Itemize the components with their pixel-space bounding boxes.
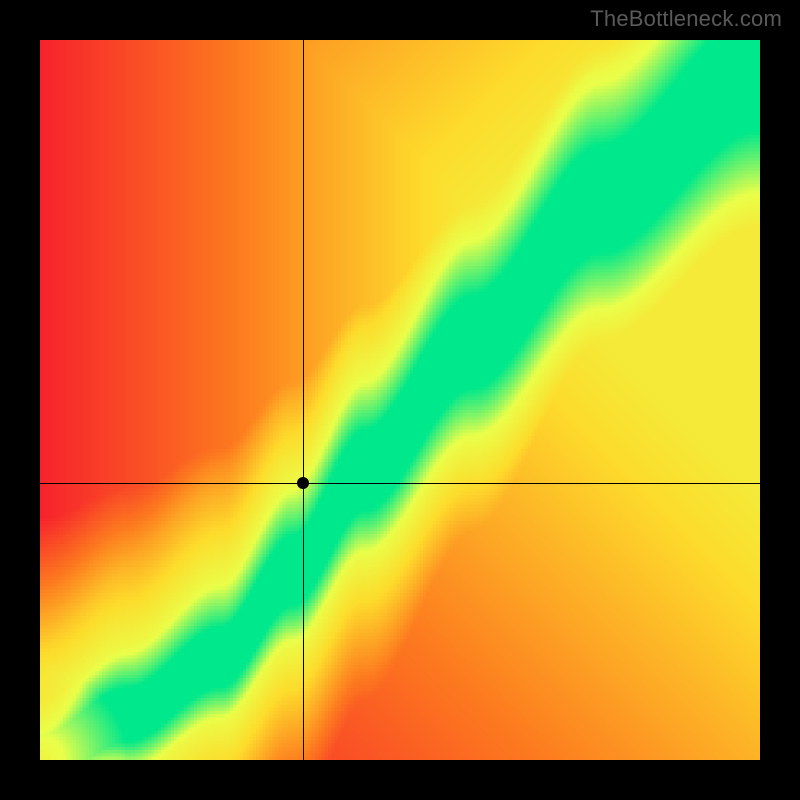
crosshair-horizontal	[40, 483, 760, 484]
crosshair-vertical	[303, 40, 304, 760]
crosshair-marker	[297, 477, 309, 489]
heatmap-canvas	[40, 40, 760, 760]
heatmap-plot-area	[40, 40, 760, 760]
watermark-text: TheBottleneck.com	[590, 6, 782, 32]
